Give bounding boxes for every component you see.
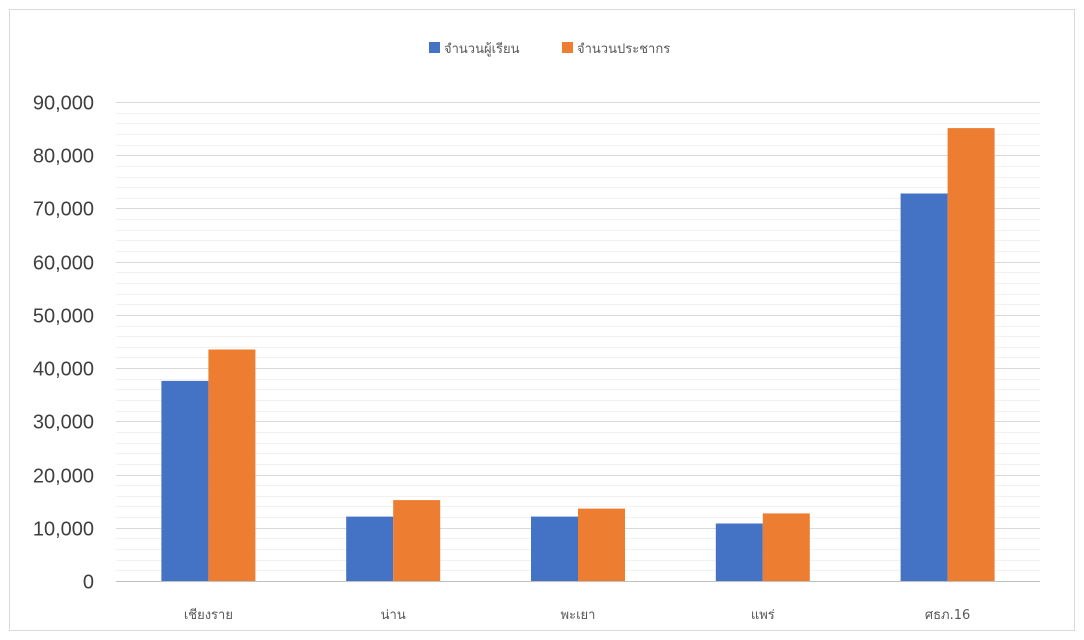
y-tick-label: 70,000 — [33, 199, 94, 221]
bar — [208, 349, 256, 581]
bars — [161, 128, 995, 581]
y-tick-label: 40,000 — [33, 359, 94, 381]
legend-label: จำนวนผู้เรียน — [444, 41, 520, 57]
bar — [393, 500, 441, 581]
y-tick-label: 30,000 — [33, 412, 94, 434]
x-category-label: น่าน — [381, 608, 406, 623]
x-category-label: ศธภ.16 — [925, 608, 970, 623]
bar — [900, 193, 948, 581]
y-tick-label: 20,000 — [33, 466, 94, 488]
x-category-label: พะเยา — [561, 608, 596, 623]
y-tick-label: 60,000 — [33, 253, 94, 275]
y-tick-label: 80,000 — [33, 146, 94, 168]
bar — [762, 513, 810, 581]
y-tick-label: 0 — [83, 572, 94, 594]
x-axis-category-labels: เชียงราย น่าน พะเยา แพร่ ศธภ.16 — [184, 607, 970, 623]
bar — [161, 380, 209, 581]
y-tick-label: 10,000 — [33, 519, 94, 541]
legend-label: จำนวนประชากร — [577, 42, 670, 57]
x-category-label: แพร่ — [751, 608, 775, 623]
legend-swatch — [562, 42, 573, 53]
y-tick-label: 90,000 — [33, 93, 94, 115]
legend-swatch — [429, 42, 440, 53]
legend: จำนวนผู้เรียน จำนวนประชากร — [429, 41, 670, 57]
y-axis-tick-labels: 0 10,000 20,000 30,000 40,000 50,000 60,000 70,… — [33, 93, 94, 594]
bar — [947, 128, 995, 581]
bar — [578, 508, 625, 581]
major-gridlines — [116, 102, 1040, 582]
y-tick-label: 50,000 — [33, 306, 94, 328]
bar — [531, 516, 578, 581]
bar — [346, 516, 394, 581]
minor-gridlines — [116, 113, 1040, 571]
bar — [715, 523, 763, 581]
x-category-label: เชียงราย — [184, 607, 233, 623]
